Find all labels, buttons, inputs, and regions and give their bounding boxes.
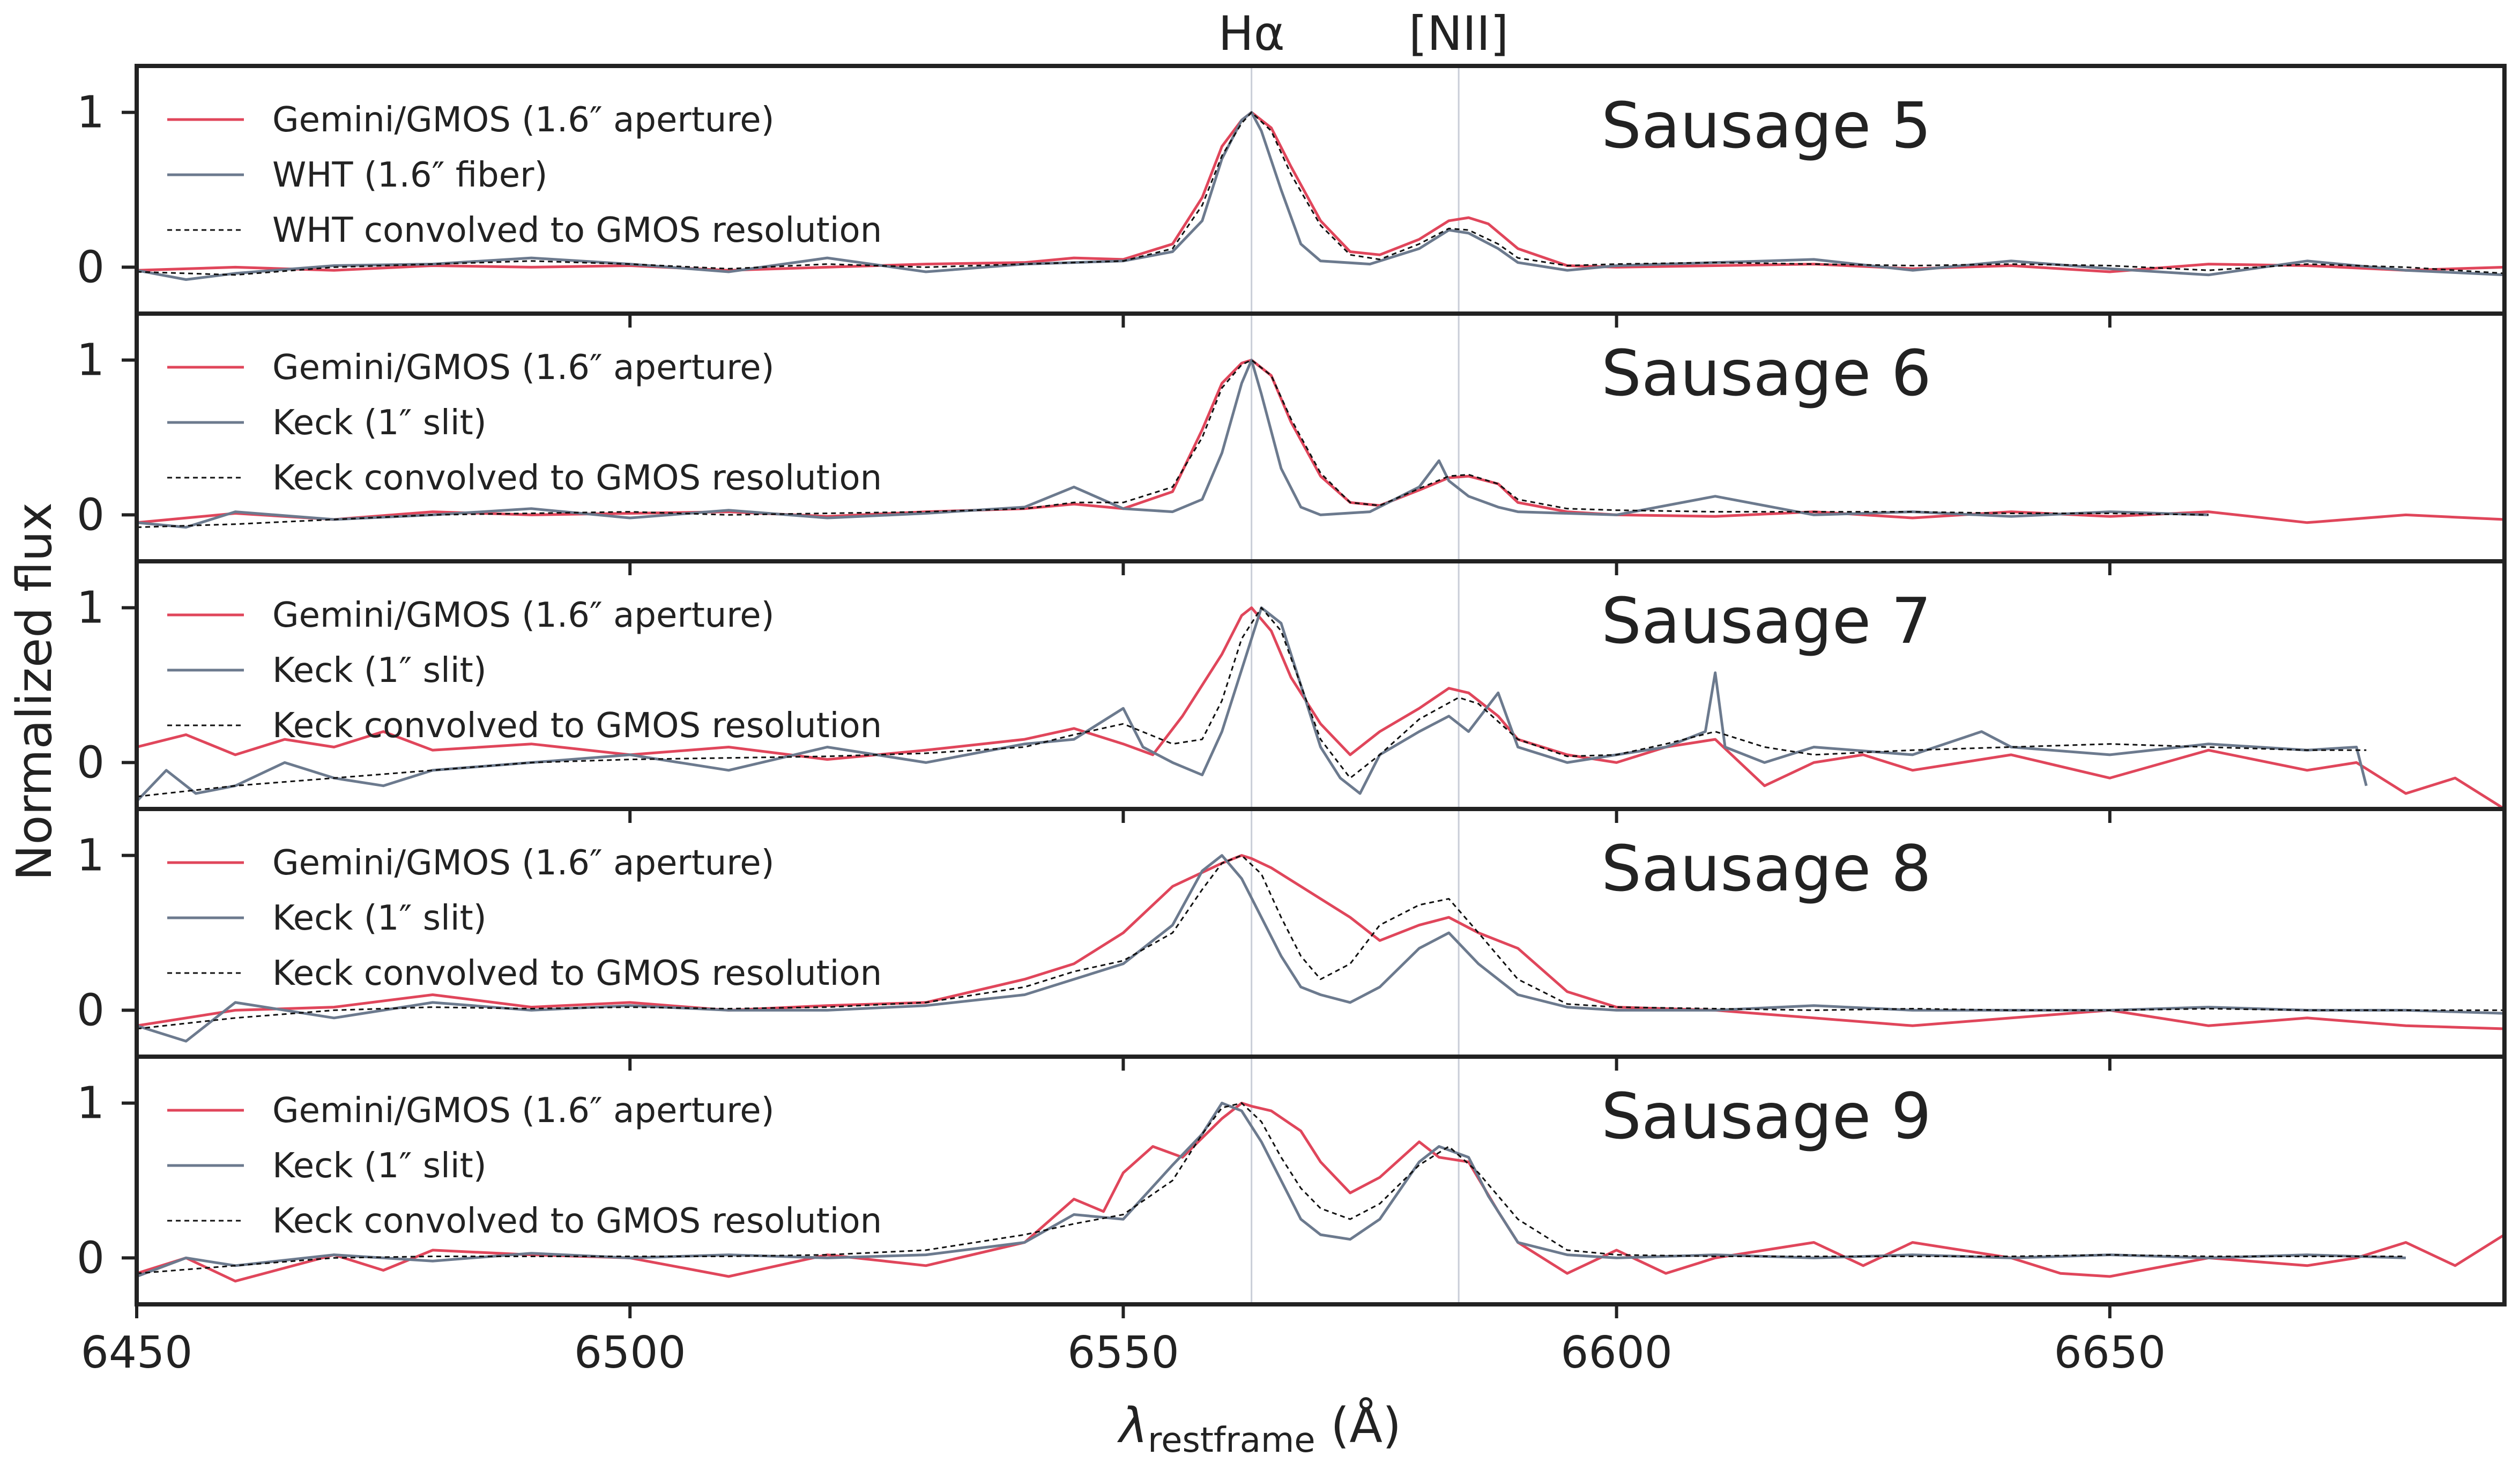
x-tick-label: 6450 <box>81 1327 193 1378</box>
legend-label-3: Keck convolved to GMOS resolution <box>272 954 882 993</box>
x-tick-label: 6550 <box>1067 1327 1179 1378</box>
legend-label-2: WHT (1.6″ fiber) <box>272 155 547 195</box>
panel-title: Sausage 6 <box>1601 336 1931 410</box>
x-axis-label: λrestframe (Å) <box>1117 1397 1401 1460</box>
series-line-3 <box>137 607 2367 798</box>
line-label-0: Hα <box>1218 6 1285 61</box>
series-line-1 <box>137 1102 2504 1283</box>
y-tick-label: 0 <box>77 489 105 540</box>
series-line-3 <box>137 855 2504 1030</box>
panel-title: Sausage 7 <box>1601 584 1931 658</box>
legend-label-2: Keck (1″ slit) <box>272 403 487 443</box>
x-axis-label-unit: (Å) <box>1315 1397 1401 1454</box>
y-tick-label: 1 <box>77 335 105 386</box>
x-tick-label: 6600 <box>1560 1327 1672 1378</box>
legend-label-3: Keck convolved to GMOS resolution <box>272 706 882 746</box>
legend-label-3: Keck convolved to GMOS resolution <box>272 1201 882 1241</box>
y-tick-label: 0 <box>77 737 105 788</box>
legend-label-2: Keck (1″ slit) <box>272 651 487 691</box>
panel-5: 0 1 Sausage 9 Gemini/GMOS (1.6″ aperture) Ke… <box>77 1055 2507 1318</box>
legend-label-1: Gemini/GMOS (1.6″ aperture) <box>272 1091 775 1131</box>
legend-label-1: Gemini/GMOS (1.6″ aperture) <box>272 100 775 140</box>
panel-1: 0 1 Sausage 5 Gemini/GMOS (1.6″ aperture) WH… <box>77 64 2507 328</box>
series-line-1 <box>137 606 2504 809</box>
y-tick-label: 0 <box>77 242 105 293</box>
panel-title: Sausage 8 <box>1601 831 1931 905</box>
y-tick-label: 0 <box>77 1233 105 1283</box>
legend-label-1: Gemini/GMOS (1.6″ aperture) <box>272 348 775 388</box>
series-line-2 <box>137 1102 2406 1278</box>
x-axis-label-subscript: restframe <box>1148 1421 1315 1460</box>
x-tick-label: 6650 <box>2054 1327 2166 1378</box>
series-line-3 <box>137 359 2209 528</box>
y-tick-label: 1 <box>77 830 105 881</box>
legend-label-3: Keck convolved to GMOS resolution <box>272 458 882 498</box>
y-tick-label: 1 <box>77 583 105 634</box>
x-tick-label: 6500 <box>574 1327 686 1378</box>
legend-label-1: Gemini/GMOS (1.6″ aperture) <box>272 843 775 883</box>
series-line-2 <box>137 359 2209 529</box>
reference-lines: Hα [NII] <box>1218 6 1508 1304</box>
x-axis: 6450 6500 6550 6600 6650 <box>81 1327 2166 1378</box>
series-line-3 <box>137 112 2504 276</box>
y-tick-label: 0 <box>77 985 105 1036</box>
panel-title: Sausage 5 <box>1601 88 1931 162</box>
panel-3: 0 1 Sausage 7 Gemini/GMOS (1.6″ aperture) Ke… <box>77 559 2507 823</box>
legend-label-2: Keck (1″ slit) <box>272 1146 487 1186</box>
legend-label-1: Gemini/GMOS (1.6″ aperture) <box>272 596 775 635</box>
x-axis-label-symbol: λ <box>1117 1398 1148 1454</box>
panels: 0 1 Sausage 5 Gemini/GMOS (1.6″ aperture) WH… <box>77 64 2507 1318</box>
legend-label-3: WHT convolved to GMOS resolution <box>272 211 882 250</box>
y-tick-label: 1 <box>77 87 105 138</box>
panel-frame <box>135 1055 2507 1306</box>
panel-4: 0 1 Sausage 8 Gemini/GMOS (1.6″ aperture) Ke… <box>77 807 2507 1071</box>
line-label-1: [NII] <box>1409 6 1508 61</box>
series-line-3 <box>137 1102 2406 1274</box>
y-tick-label: 1 <box>77 1078 105 1129</box>
series-line-2 <box>137 854 2504 1043</box>
panel-title: Sausage 9 <box>1601 1079 1931 1153</box>
legend-label-2: Keck (1″ slit) <box>272 899 487 938</box>
y-axis-label: Normalized flux <box>6 502 63 881</box>
panel-2: 0 1 Sausage 6 Gemini/GMOS (1.6″ aperture) Ke… <box>77 311 2507 575</box>
